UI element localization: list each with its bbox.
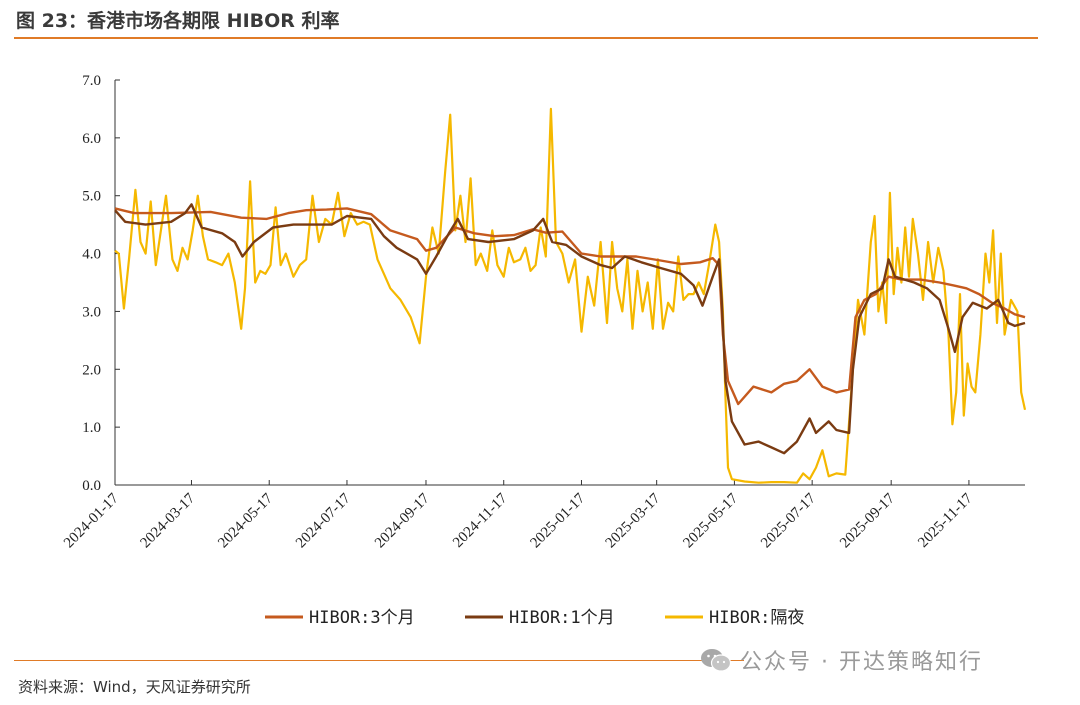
x-tick-label: 2025-11-17 — [915, 490, 976, 551]
series-line-2 — [114, 107, 1027, 484]
figure-title: 图 23：香港市场各期限 HIBOR 利率 — [16, 10, 340, 32]
legend-label-1: HIBOR:1个月 — [509, 608, 615, 628]
chart-series-lines — [114, 107, 1027, 484]
x-tick-label: 2024-09-17 — [372, 490, 433, 551]
x-tick-label: 2024-03-17 — [137, 490, 198, 551]
x-tick-label: 2024-01-17 — [61, 490, 122, 551]
y-tick-label: 0.0 — [82, 478, 101, 494]
x-tick-label: 2025-07-17 — [758, 490, 819, 551]
footer-rule — [14, 660, 744, 661]
legend-label-2: HIBOR:隔夜 — [709, 608, 804, 628]
watermark: 公众号 · 开达策略知行 — [700, 644, 983, 676]
y-tick-label: 1.0 — [82, 420, 101, 436]
y-tick-label: 4.0 — [82, 247, 101, 263]
x-tick-label: 2025-09-17 — [837, 490, 898, 551]
source-note: 资料来源：Wind，天风证券研究所 — [18, 678, 251, 696]
y-tick-label: 2.0 — [82, 362, 101, 378]
x-tick-label: 2024-11-17 — [450, 490, 511, 551]
watermark-text: 公众号 · 开达策略知行 — [740, 650, 983, 675]
x-tick-label: 2025-01-17 — [527, 490, 588, 551]
x-tick-label: 2025-03-17 — [603, 490, 664, 551]
chart-legend: HIBOR:3个月 HIBOR:1个月 HIBOR:隔夜 — [265, 608, 804, 628]
x-tick-label: 2024-07-17 — [293, 490, 354, 551]
y-tick-label: 6.0 — [82, 131, 101, 147]
y-tick-label: 5.0 — [82, 189, 101, 205]
series-line-1 — [114, 203, 1026, 455]
title-rule — [14, 37, 1038, 39]
x-tick-label: 2024-05-17 — [215, 490, 276, 551]
legend-label-0: HIBOR:3个月 — [309, 608, 415, 628]
y-tick-label: 7.0 — [82, 73, 101, 89]
x-tick-label: 2025-05-17 — [680, 490, 741, 551]
y-tick-label: 3.0 — [82, 304, 101, 320]
wechat-icon — [701, 649, 732, 672]
